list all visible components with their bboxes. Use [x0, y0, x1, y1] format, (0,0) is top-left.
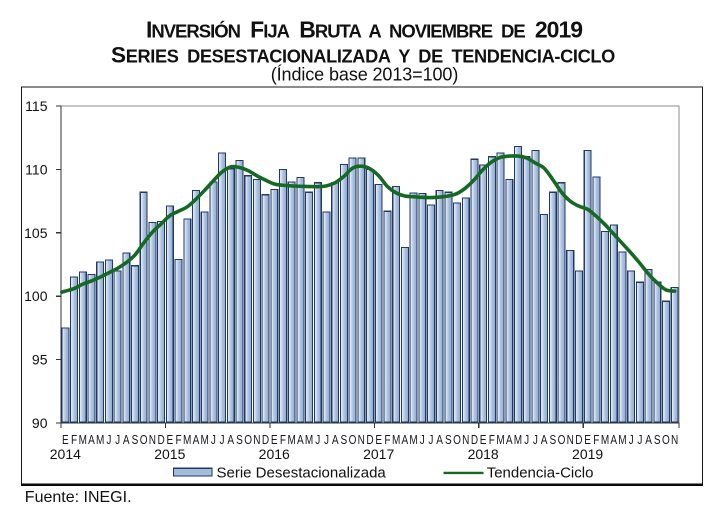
- svg-text:M: M: [618, 433, 626, 448]
- svg-text:Serie Desestacionalizada: Serie Desestacionalizada: [217, 465, 387, 482]
- svg-text:S: S: [445, 433, 452, 448]
- svg-text:A: A: [227, 433, 234, 448]
- svg-text:N: N: [671, 433, 678, 448]
- svg-text:105: 105: [24, 225, 48, 241]
- svg-text:N: N: [149, 433, 156, 448]
- svg-text:M: M: [183, 433, 191, 448]
- svg-text:S: S: [236, 433, 243, 448]
- svg-text:M: M: [496, 433, 504, 448]
- svg-text:M: M: [601, 433, 609, 448]
- svg-text:M: M: [287, 433, 295, 448]
- svg-text:F: F: [71, 433, 77, 448]
- svg-text:2018: 2018: [468, 446, 499, 462]
- svg-text:A: A: [193, 433, 200, 448]
- svg-text:Fuente: INEGI.: Fuente: INEGI.: [25, 489, 132, 506]
- svg-text:D: D: [575, 433, 582, 448]
- svg-text:F: F: [175, 433, 181, 448]
- svg-text:A: A: [332, 433, 339, 448]
- svg-text:E: E: [480, 433, 487, 448]
- svg-text:N: N: [567, 433, 574, 448]
- svg-text:J: J: [420, 433, 425, 448]
- svg-text:115: 115: [25, 98, 48, 114]
- svg-text:J: J: [106, 433, 111, 448]
- svg-text:F: F: [280, 433, 286, 448]
- svg-text:A: A: [506, 433, 513, 448]
- svg-text:INVERSIÓN FIJA BRUTA A NOVIEMB: INVERSIÓN FIJA BRUTA A NOVIEMBRE DE 2019: [146, 17, 582, 43]
- svg-text:2019: 2019: [572, 446, 603, 462]
- svg-text:Tendencia-Ciclo: Tendencia-Ciclo: [487, 465, 594, 482]
- svg-text:S: S: [132, 433, 139, 448]
- svg-text:A: A: [436, 433, 443, 448]
- svg-text:2016: 2016: [259, 446, 290, 462]
- svg-text:J: J: [637, 433, 642, 448]
- svg-text:J: J: [324, 433, 329, 448]
- svg-text:F: F: [593, 433, 599, 448]
- svg-text:E: E: [271, 433, 278, 448]
- svg-text:E: E: [62, 433, 69, 448]
- svg-text:M: M: [79, 433, 87, 448]
- svg-text:M: M: [200, 433, 208, 448]
- svg-text:M: M: [305, 433, 313, 448]
- svg-text:M: M: [514, 433, 522, 448]
- svg-text:F: F: [489, 433, 495, 448]
- svg-text:A: A: [401, 433, 408, 448]
- svg-text:E: E: [375, 433, 382, 448]
- svg-text:O: O: [558, 433, 566, 448]
- svg-text:90: 90: [32, 415, 48, 431]
- svg-text:(Índice base 2013=100): (Índice base 2013=100): [271, 65, 458, 85]
- svg-text:2015: 2015: [154, 446, 185, 462]
- svg-text:D: D: [471, 433, 478, 448]
- svg-text:E: E: [166, 433, 173, 448]
- svg-text:J: J: [220, 433, 225, 448]
- svg-text:M: M: [96, 433, 104, 448]
- svg-text:N: N: [253, 433, 260, 448]
- svg-text:D: D: [262, 433, 269, 448]
- svg-text:O: O: [662, 433, 670, 448]
- svg-text:N: N: [358, 433, 365, 448]
- svg-text:A: A: [88, 433, 95, 448]
- svg-text:S: S: [549, 433, 556, 448]
- svg-text:F: F: [384, 433, 390, 448]
- svg-text:A: A: [541, 433, 548, 448]
- svg-text:J: J: [629, 433, 634, 448]
- svg-text:J: J: [211, 433, 216, 448]
- svg-text:A: A: [610, 433, 617, 448]
- svg-text:D: D: [157, 433, 164, 448]
- svg-text:D: D: [366, 433, 373, 448]
- svg-text:A: A: [123, 433, 130, 448]
- svg-text:S: S: [341, 433, 348, 448]
- svg-text:2014: 2014: [50, 446, 81, 462]
- svg-text:S: S: [654, 433, 661, 448]
- svg-text:SERIES DESESTACIONALIZADA Y DE: SERIES DESESTACIONALIZADA Y DE TENDENCIA…: [111, 43, 615, 68]
- svg-text:E: E: [584, 433, 591, 448]
- svg-text:J: J: [428, 433, 433, 448]
- svg-text:O: O: [140, 433, 148, 448]
- svg-text:A: A: [297, 433, 304, 448]
- svg-text:O: O: [349, 433, 357, 448]
- svg-text:J: J: [533, 433, 538, 448]
- svg-text:2017: 2017: [363, 446, 394, 462]
- svg-text:M: M: [409, 433, 417, 448]
- svg-text:N: N: [462, 433, 469, 448]
- svg-text:A: A: [645, 433, 652, 448]
- svg-text:95: 95: [32, 352, 48, 368]
- svg-text:J: J: [115, 433, 120, 448]
- svg-text:O: O: [244, 433, 252, 448]
- svg-text:M: M: [392, 433, 400, 448]
- svg-text:J: J: [315, 433, 320, 448]
- svg-text:O: O: [453, 433, 461, 448]
- svg-text:100: 100: [24, 288, 48, 304]
- svg-text:110: 110: [25, 161, 48, 177]
- svg-text:J: J: [524, 433, 529, 448]
